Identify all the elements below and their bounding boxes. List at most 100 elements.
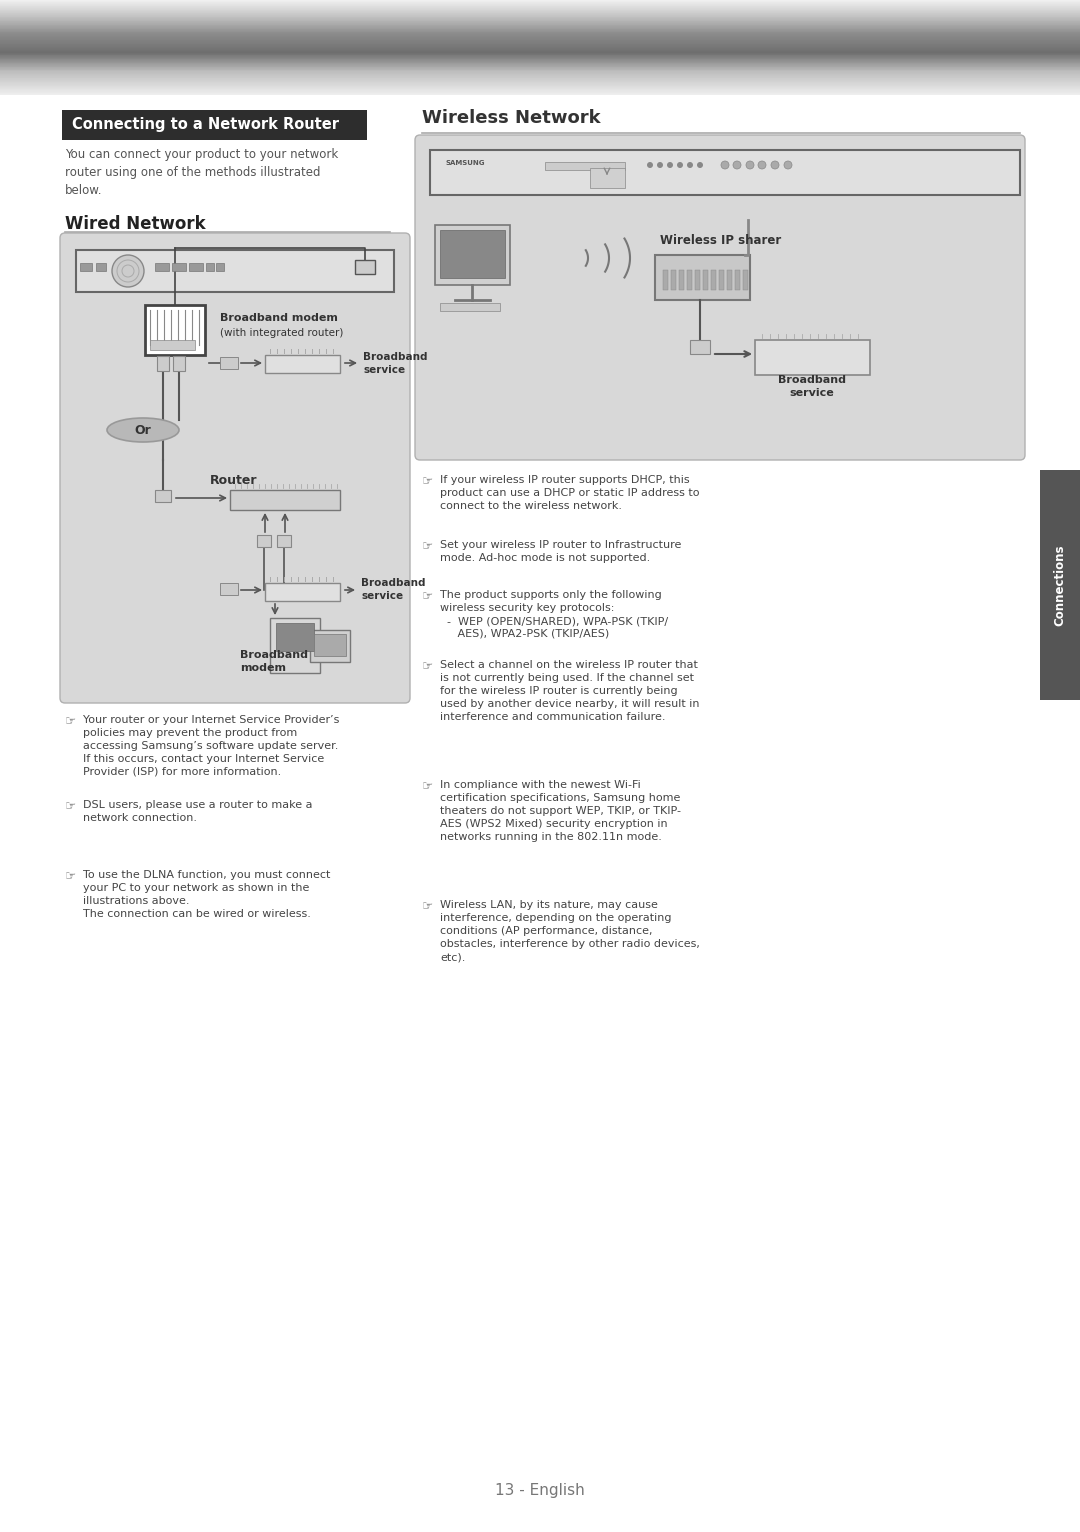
Text: The product supports only the following: The product supports only the following bbox=[440, 590, 662, 601]
Text: In compliance with the newest Wi-Fi: In compliance with the newest Wi-Fi bbox=[440, 780, 640, 791]
FancyBboxPatch shape bbox=[60, 233, 410, 703]
Text: interference and communication failure.: interference and communication failure. bbox=[440, 712, 665, 722]
Text: Wireless Network: Wireless Network bbox=[422, 109, 600, 127]
Bar bbox=[679, 270, 684, 290]
Bar bbox=[1040, 470, 1080, 700]
Text: Broadband: Broadband bbox=[363, 352, 428, 362]
Bar bbox=[265, 584, 340, 601]
Text: your PC to your network as shown in the: your PC to your network as shown in the bbox=[83, 882, 309, 893]
Text: You can connect your product to your network
router using one of the methods ill: You can connect your product to your net… bbox=[65, 149, 338, 198]
Bar bbox=[156, 264, 168, 271]
Text: ☞: ☞ bbox=[422, 780, 433, 794]
Bar bbox=[671, 270, 676, 290]
Bar bbox=[440, 303, 500, 311]
Circle shape bbox=[758, 161, 766, 169]
Bar bbox=[257, 535, 271, 547]
Ellipse shape bbox=[107, 418, 179, 443]
Bar bbox=[173, 355, 185, 371]
Circle shape bbox=[667, 162, 673, 169]
Circle shape bbox=[677, 162, 683, 169]
Bar bbox=[711, 270, 716, 290]
Bar bbox=[314, 634, 346, 656]
Bar bbox=[150, 340, 195, 349]
Bar bbox=[172, 264, 186, 271]
Text: illustrations above.: illustrations above. bbox=[83, 896, 189, 905]
Bar bbox=[687, 270, 692, 290]
Text: ☞: ☞ bbox=[422, 660, 433, 673]
Circle shape bbox=[112, 254, 144, 286]
Text: To use the DLNA function, you must connect: To use the DLNA function, you must conne… bbox=[83, 870, 330, 879]
Text: for the wireless IP router is currently being: for the wireless IP router is currently … bbox=[440, 686, 677, 696]
Text: If this occurs, contact your Internet Service: If this occurs, contact your Internet Se… bbox=[83, 754, 324, 764]
Bar bbox=[663, 270, 669, 290]
Text: Router: Router bbox=[210, 473, 257, 487]
Bar bbox=[216, 264, 224, 271]
Bar bbox=[189, 264, 203, 271]
Text: is not currently being used. If the channel set: is not currently being used. If the chan… bbox=[440, 673, 694, 683]
Text: AES (WPS2 Mixed) security encryption in: AES (WPS2 Mixed) security encryption in bbox=[440, 820, 667, 829]
Text: interference, depending on the operating: interference, depending on the operating bbox=[440, 913, 672, 922]
Text: (with integrated router): (with integrated router) bbox=[220, 328, 343, 339]
Bar bbox=[435, 225, 510, 285]
Text: network connection.: network connection. bbox=[83, 813, 197, 823]
Bar bbox=[156, 490, 171, 502]
Text: mode. Ad-hoc mode is not supported.: mode. Ad-hoc mode is not supported. bbox=[440, 553, 650, 562]
Bar bbox=[276, 624, 314, 651]
Bar bbox=[430, 150, 1020, 195]
Text: Select a channel on the wireless IP router that: Select a channel on the wireless IP rout… bbox=[440, 660, 698, 669]
Bar bbox=[727, 270, 732, 290]
Circle shape bbox=[657, 162, 663, 169]
Circle shape bbox=[746, 161, 754, 169]
Bar bbox=[590, 169, 625, 188]
Bar bbox=[719, 270, 724, 290]
Text: policies may prevent the product from: policies may prevent the product from bbox=[83, 728, 297, 738]
Text: certification specifications, Samsung home: certification specifications, Samsung ho… bbox=[440, 794, 680, 803]
Text: Wireless LAN, by its nature, may cause: Wireless LAN, by its nature, may cause bbox=[440, 899, 658, 910]
Text: theaters do not support WEP, TKIP, or TKIP-: theaters do not support WEP, TKIP, or TK… bbox=[440, 806, 681, 817]
Circle shape bbox=[784, 161, 792, 169]
Text: DSL users, please use a router to make a: DSL users, please use a router to make a bbox=[83, 800, 312, 810]
Text: SAMSUNG: SAMSUNG bbox=[445, 159, 485, 165]
Bar bbox=[355, 260, 375, 274]
Bar bbox=[96, 264, 106, 271]
Text: ☞: ☞ bbox=[65, 715, 77, 728]
Text: obstacles, interference by other radio devices,: obstacles, interference by other radio d… bbox=[440, 939, 700, 948]
Text: accessing Samsung’s software update server.: accessing Samsung’s software update serv… bbox=[83, 741, 338, 751]
Circle shape bbox=[647, 162, 653, 169]
Bar bbox=[755, 340, 870, 375]
FancyBboxPatch shape bbox=[415, 135, 1025, 460]
Text: Connecting to a Network Router: Connecting to a Network Router bbox=[72, 118, 339, 132]
Text: networks running in the 802.11n mode.: networks running in the 802.11n mode. bbox=[440, 832, 662, 843]
Text: The connection can be wired or wireless.: The connection can be wired or wireless. bbox=[83, 908, 311, 919]
Text: ☞: ☞ bbox=[65, 870, 77, 882]
Bar bbox=[654, 254, 750, 300]
Text: product can use a DHCP or static IP address to: product can use a DHCP or static IP addr… bbox=[440, 489, 700, 498]
Text: Connections: Connections bbox=[1053, 544, 1067, 625]
Bar bbox=[743, 270, 748, 290]
Text: Broadband modem: Broadband modem bbox=[220, 313, 338, 323]
Text: modem: modem bbox=[240, 663, 286, 673]
Circle shape bbox=[733, 161, 741, 169]
Text: ☞: ☞ bbox=[422, 539, 433, 553]
Text: Broadband: Broadband bbox=[778, 375, 846, 385]
Circle shape bbox=[721, 161, 729, 169]
Text: Wired Network: Wired Network bbox=[65, 214, 205, 233]
Text: ☞: ☞ bbox=[422, 590, 433, 604]
Text: etc).: etc). bbox=[440, 951, 465, 962]
Text: ☞: ☞ bbox=[65, 800, 77, 813]
Text: Broadband: Broadband bbox=[240, 650, 308, 660]
Text: used by another device nearby, it will result in: used by another device nearby, it will r… bbox=[440, 699, 700, 709]
Bar bbox=[145, 305, 205, 355]
Text: Your router or your Internet Service Provider’s: Your router or your Internet Service Pro… bbox=[83, 715, 339, 725]
Circle shape bbox=[771, 161, 779, 169]
Text: Provider (ISP) for more information.: Provider (ISP) for more information. bbox=[83, 768, 281, 777]
Bar bbox=[276, 535, 291, 547]
Text: wireless security key protocols:: wireless security key protocols: bbox=[440, 604, 615, 613]
Bar bbox=[157, 355, 168, 371]
Circle shape bbox=[697, 162, 703, 169]
Bar bbox=[696, 270, 700, 290]
Text: Broadband: Broadband bbox=[361, 578, 426, 588]
Text: service: service bbox=[361, 591, 403, 601]
Circle shape bbox=[687, 162, 693, 169]
Text: ☞: ☞ bbox=[422, 475, 433, 489]
